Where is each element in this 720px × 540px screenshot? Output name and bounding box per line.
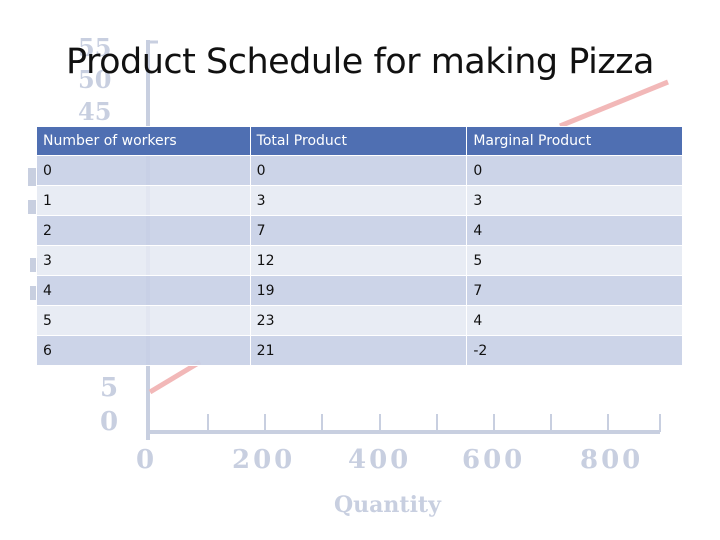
- x-tick-200: 200: [232, 445, 295, 475]
- y-tick-5: 5: [100, 373, 118, 403]
- x-tick-400: 400: [348, 445, 411, 475]
- y-tick-50: 50: [78, 65, 111, 94]
- total-product-cell: 21: [249, 335, 468, 366]
- marginal-product-cell: 0: [466, 155, 683, 186]
- workers-cell: 2: [36, 215, 251, 246]
- x-tick-0: 0: [136, 445, 154, 475]
- table-row: 2 7 4: [36, 215, 683, 246]
- workers-cell: 3: [36, 245, 251, 276]
- table-row: 4 19 7: [36, 275, 683, 306]
- workers-cell: 4: [36, 275, 251, 306]
- total-product-cell: 7: [249, 215, 468, 246]
- table-row: 6 21 -2: [36, 335, 683, 366]
- table-row: 0 0 0: [36, 155, 683, 186]
- header-number-of-workers: Number of workers: [36, 126, 251, 156]
- workers-cell: 6: [36, 335, 251, 366]
- marginal-product-cell: 4: [466, 305, 683, 336]
- table-header-row: Number of workers Total Product Marginal…: [36, 126, 683, 156]
- background-line-lower: [148, 359, 202, 395]
- workers-cell: 1: [36, 185, 251, 216]
- marginal-product-cell: -2: [466, 335, 683, 366]
- y-tick-45: 45: [78, 97, 111, 126]
- total-product-cell: 12: [249, 245, 468, 276]
- total-product-cell: 23: [249, 305, 468, 336]
- workers-cell: 0: [36, 155, 251, 186]
- y-tick-55: 55: [78, 33, 111, 62]
- marginal-product-cell: 4: [466, 215, 683, 246]
- background-line-upper: [559, 79, 669, 129]
- header-marginal-product: Marginal Product: [466, 126, 683, 156]
- marginal-product-cell: 7: [466, 275, 683, 306]
- y-tick-0: 0: [100, 407, 118, 437]
- total-product-cell: 19: [249, 275, 468, 306]
- marginal-product-cell: 3: [466, 185, 683, 216]
- total-product-cell: 0: [249, 155, 468, 186]
- product-schedule-table: Number of workers Total Product Marginal…: [36, 126, 683, 366]
- table-row: 1 3 3: [36, 185, 683, 216]
- marginal-product-cell: 5: [466, 245, 683, 276]
- x-tick-800: 800: [580, 445, 643, 475]
- workers-cell: 5: [36, 305, 251, 336]
- x-tick-600: 600: [462, 445, 525, 475]
- slide-title: Product Schedule for making Pizza: [65, 42, 655, 82]
- header-total-product: Total Product: [249, 126, 468, 156]
- table-row: 3 12 5: [36, 245, 683, 276]
- table-row: 5 23 4: [36, 305, 683, 336]
- x-axis-label: Quantity: [334, 492, 442, 518]
- total-product-cell: 3: [249, 185, 468, 216]
